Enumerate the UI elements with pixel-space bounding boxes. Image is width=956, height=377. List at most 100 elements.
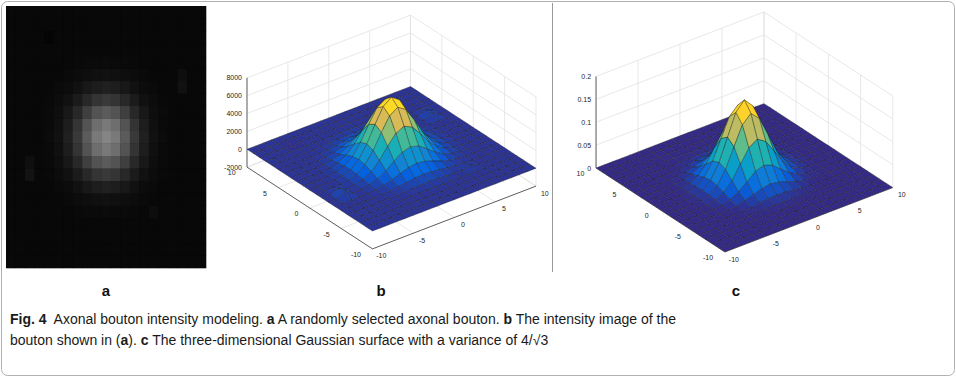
pixel (6, 56, 16, 69)
pixel (35, 143, 45, 156)
pixel (73, 168, 83, 181)
pixel (6, 193, 16, 206)
x-axis-line (725, 188, 893, 252)
grid-line (372, 186, 536, 249)
grid-line (596, 12, 764, 76)
y-axis-line (596, 168, 725, 252)
pixel (130, 18, 140, 31)
pixel (101, 106, 111, 119)
z-tick-label: -2000 (224, 164, 242, 171)
pixel (16, 68, 26, 81)
pixel (35, 43, 45, 56)
pixel (139, 31, 149, 44)
pixel (187, 168, 197, 181)
pixel (54, 243, 64, 256)
caption-run: a (267, 311, 275, 327)
pixel (177, 68, 187, 81)
pixel (177, 81, 187, 94)
z-axis-line (596, 76, 597, 168)
pixel (149, 131, 159, 144)
pixel (73, 31, 83, 44)
z-tick-label: 6000 (226, 92, 242, 99)
pixel (158, 231, 168, 244)
caption-run: bouton shown in ( (10, 332, 121, 348)
pixel (130, 143, 140, 156)
pixel (168, 131, 178, 144)
pixel (25, 218, 35, 231)
pixel (177, 131, 187, 144)
caption-run: c (141, 332, 149, 348)
pixel (6, 168, 16, 181)
pixel (111, 18, 121, 31)
figure-frame (2, 2, 955, 376)
pixel (35, 6, 45, 19)
pixel (82, 256, 92, 269)
pixel (92, 56, 102, 69)
pixel (44, 231, 54, 244)
pixel (120, 143, 130, 156)
y-tick-label: 5 (263, 190, 267, 197)
pixel (139, 218, 149, 231)
pixel (92, 181, 102, 194)
pixel (92, 81, 102, 94)
pixel (120, 193, 130, 206)
pixel (177, 256, 187, 269)
x-tick-label: 5 (858, 207, 862, 214)
surface (596, 100, 893, 252)
pixel (92, 218, 102, 231)
pixel (6, 218, 16, 231)
pixel (187, 106, 197, 119)
pixel (168, 243, 178, 256)
pixel (120, 68, 130, 81)
pixel (149, 181, 159, 194)
pixel (149, 18, 159, 31)
pixel (187, 131, 197, 144)
pixel (101, 43, 111, 56)
pixel (54, 181, 64, 194)
grid-line (247, 33, 411, 96)
pixel (111, 106, 121, 119)
pixel (149, 43, 159, 56)
pixel (73, 131, 83, 144)
pixel (187, 256, 197, 269)
grid-line (247, 78, 248, 167)
pixel (44, 93, 54, 106)
pixel (54, 68, 64, 81)
pixel (16, 181, 26, 194)
pixel (130, 81, 140, 94)
pixel (35, 56, 45, 69)
pixel (35, 243, 45, 256)
pixel (101, 31, 111, 44)
pixel (54, 256, 64, 269)
grid-line (411, 87, 536, 169)
pixel (177, 168, 187, 181)
pixel (120, 181, 130, 194)
pixel (25, 156, 35, 169)
pixel (158, 93, 168, 106)
pixel (139, 81, 149, 94)
pixel (63, 43, 73, 56)
pixel (139, 181, 149, 194)
pixel (73, 256, 83, 269)
pixel (25, 68, 35, 81)
pixel (16, 6, 26, 19)
pixel (120, 43, 130, 56)
pixel (101, 6, 111, 19)
pixel (92, 256, 102, 269)
pixel (196, 231, 206, 244)
grid-line (764, 12, 893, 96)
grid-line (247, 69, 411, 132)
pixel (168, 81, 178, 94)
pixel (6, 43, 16, 56)
pixel (54, 156, 64, 169)
caption-run: a (121, 332, 129, 348)
pixel (35, 231, 45, 244)
pixel (149, 156, 159, 169)
pixel (101, 131, 111, 144)
pixel (54, 168, 64, 181)
pixel (25, 93, 35, 106)
z-tick-label: 0.1 (581, 119, 591, 126)
pixel (73, 218, 83, 231)
pixel (130, 231, 140, 244)
pixel (168, 43, 178, 56)
